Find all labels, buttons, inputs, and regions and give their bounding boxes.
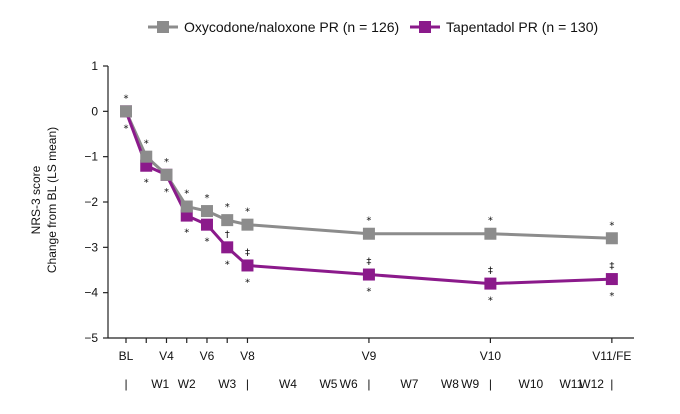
series-marker-1 [605, 273, 618, 286]
significance-mark: ‡ [609, 261, 614, 272]
x-week-label: W11 [559, 377, 583, 391]
series-marker-0 [362, 227, 375, 240]
legend-marker-oxycodone [157, 21, 169, 33]
significance-mark: ‡ [366, 257, 371, 268]
significance-mark: † [225, 229, 230, 240]
series-marker-1 [221, 241, 234, 254]
series-marker-1 [140, 159, 153, 172]
x-week-label: W6 [340, 377, 358, 391]
series-marker-0 [484, 227, 497, 240]
significance-mark: * [488, 216, 493, 227]
y-tick-label: −4 [84, 286, 98, 300]
significance-mark: * [366, 216, 371, 227]
x-week-label: W7 [400, 377, 418, 391]
significance-mark: * [144, 178, 149, 189]
x-week-label: W8 [441, 377, 459, 391]
series-marker-0 [221, 214, 234, 227]
x-week-separator: | [367, 377, 370, 391]
series-marker-1 [362, 268, 375, 281]
series-marker-1 [241, 259, 254, 272]
series-marker-0 [605, 232, 618, 245]
significance-mark: * [124, 93, 129, 104]
x-week-label: W10 [519, 377, 544, 391]
legend-label-tapentadol: Tapentadol PR (n = 130) [446, 19, 598, 35]
significance-mark: * [225, 202, 230, 213]
significance-mark: * [164, 157, 169, 168]
legend-item-oxycodone: Oxycodone/naloxone PR (n = 126) [148, 19, 399, 35]
x-visit-label: V4 [159, 349, 174, 363]
legend-label-oxycodone: Oxycodone/naloxone PR (n = 126) [184, 19, 399, 35]
x-visit-label: BL [119, 349, 134, 363]
x-week-separator: | [610, 377, 613, 391]
significance-mark: * [245, 207, 250, 218]
significance-mark: ‡ [488, 266, 493, 277]
x-visit-label: V10 [480, 349, 502, 363]
y-tick-label: 1 [91, 59, 98, 73]
x-week-label: W5 [319, 377, 337, 391]
significance-mark: * [204, 237, 209, 248]
series-marker-1 [180, 209, 193, 222]
y-tick-label: 0 [91, 104, 98, 118]
series-marker-0 [241, 218, 254, 231]
significance-mark: * [225, 259, 230, 270]
x-week-separator: | [489, 377, 492, 391]
series-marker-0 [120, 105, 132, 118]
significance-mark: * [164, 187, 169, 198]
significance-mark: * [184, 189, 189, 200]
series-marker-0 [200, 205, 213, 218]
x-visit-label: V11/FE [592, 349, 631, 363]
x-visit-label: V9 [362, 349, 377, 363]
significance-mark: * [124, 123, 129, 134]
series-marker-0 [140, 150, 153, 163]
legend: Oxycodone/naloxone PR (n = 126) Tapentad… [148, 19, 598, 35]
series-line-1 [124, 110, 612, 286]
significance-mark: * [245, 277, 250, 288]
series-marker-1 [484, 277, 497, 290]
significance-mark: * [609, 220, 614, 231]
series-marker-1 [200, 218, 213, 231]
y-tick-label: −5 [84, 331, 98, 345]
y-tick-label: −2 [84, 195, 98, 209]
x-week-label: W2 [178, 377, 196, 391]
x-visit-label: V6 [200, 349, 215, 363]
significance-mark: * [144, 139, 149, 150]
significance-mark: * [184, 228, 189, 239]
series-marker-0 [180, 200, 193, 213]
legend-marker-tapentadol [419, 21, 431, 33]
y-axis-title-line1: NRS-3 score [29, 165, 43, 234]
x-visit-label: V8 [240, 349, 255, 363]
series-line-0 [124, 110, 612, 240]
axes: 1 0 −1 −2 −3 −4 −5 [84, 59, 634, 345]
significance-mark: * [488, 296, 493, 307]
x-week-label: W4 [279, 377, 297, 391]
significance-mark: * [204, 193, 209, 204]
x-week-separator: | [124, 377, 127, 391]
x-week-label: W9 [461, 377, 479, 391]
y-tick-label: −1 [84, 150, 98, 164]
series-marker-0 [160, 168, 173, 181]
legend-item-tapentadol: Tapentadol PR (n = 130) [410, 19, 598, 35]
significance-mark: ‡ [245, 247, 250, 258]
y-axis-title-line2: Change from BL (LS mean) [45, 127, 59, 273]
x-week-label: W3 [218, 377, 236, 391]
annotation-layer: * * * * * * * * * * * † * * ‡ * * ‡ * * ‡ * * ‡ * [124, 93, 615, 306]
series-layer [120, 105, 618, 290]
significance-mark: * [366, 287, 371, 298]
y-tick-label: −3 [84, 240, 98, 254]
significance-mark: * [609, 291, 614, 302]
x-week-separator: | [246, 377, 249, 391]
x-visit-labels: BL V4 V6 V8 V9 V10 V11/FE [119, 349, 632, 363]
x-week-label: W1 [151, 377, 169, 391]
x-week-label: W12 [579, 377, 604, 391]
